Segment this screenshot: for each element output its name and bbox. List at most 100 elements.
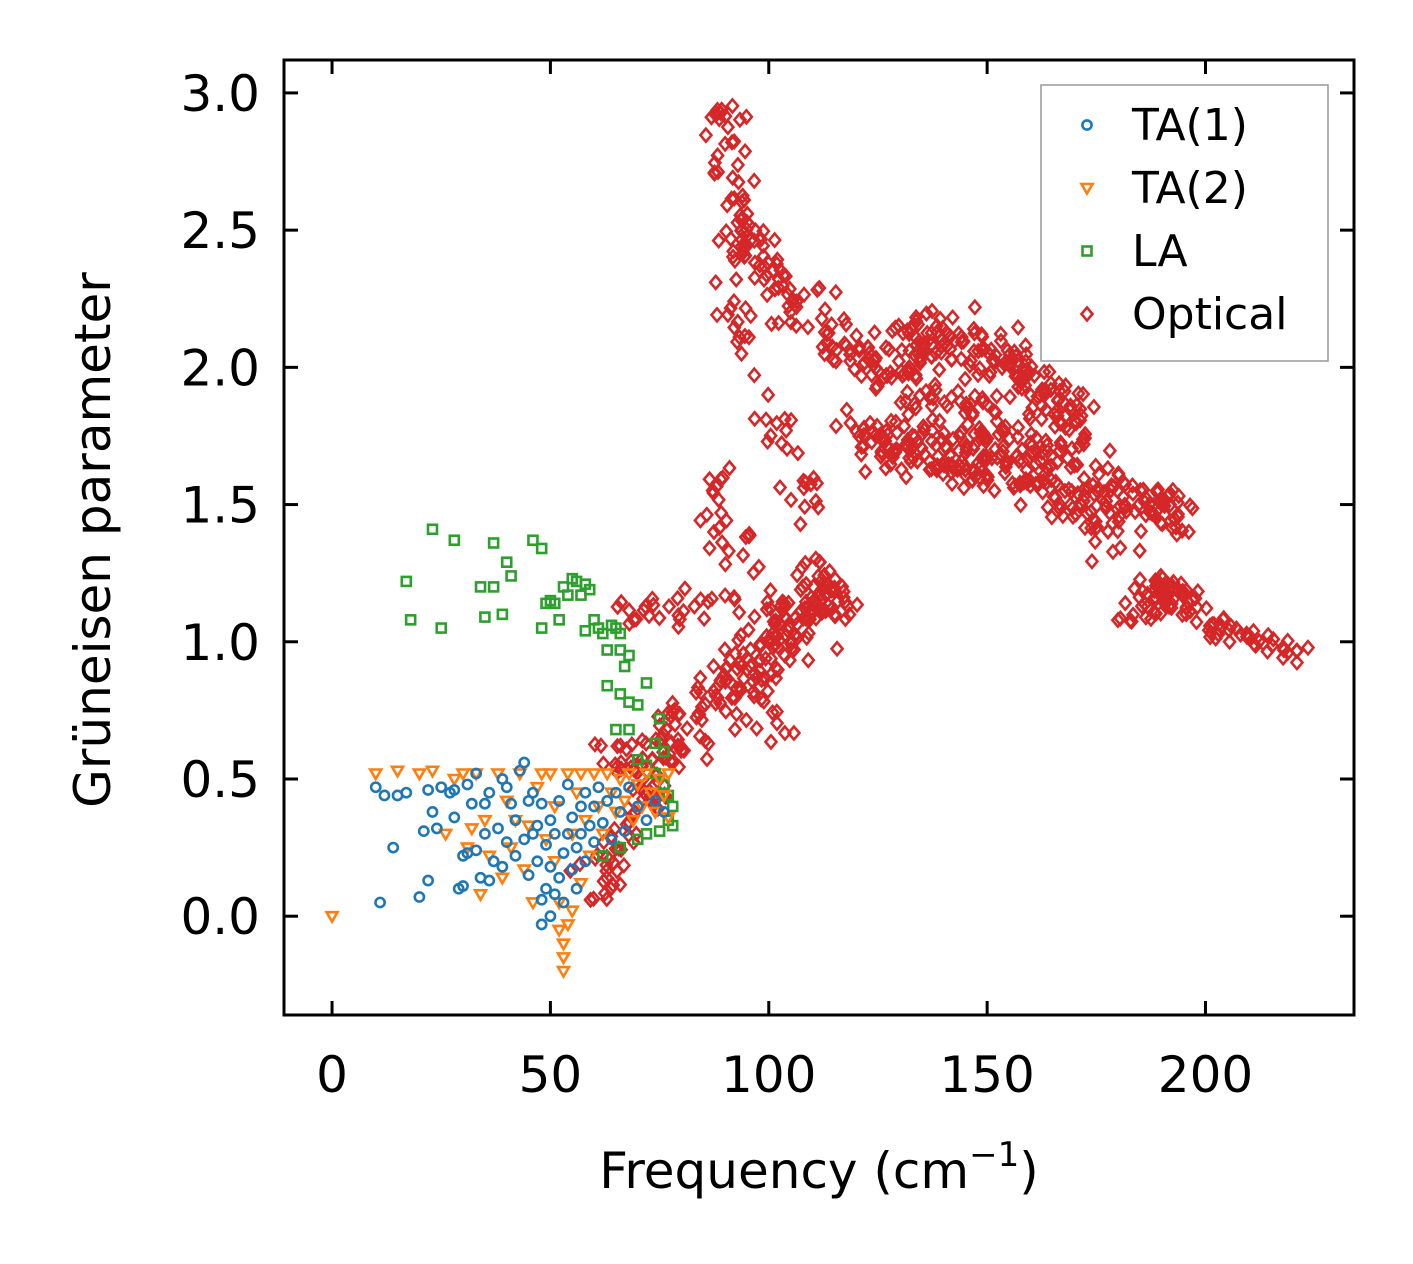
data-point bbox=[726, 242, 741, 260]
data-point bbox=[710, 163, 726, 181]
data-point bbox=[729, 705, 744, 723]
data-point bbox=[553, 614, 565, 626]
data-point bbox=[583, 891, 598, 909]
data-point bbox=[953, 423, 969, 441]
data-point bbox=[985, 352, 1001, 370]
data-point bbox=[951, 442, 967, 460]
data-point bbox=[542, 768, 559, 782]
data-point bbox=[788, 317, 804, 335]
data-point bbox=[553, 871, 566, 884]
data-point bbox=[944, 464, 959, 482]
data-point bbox=[672, 705, 687, 723]
data-point bbox=[907, 428, 923, 446]
data-point bbox=[865, 351, 881, 369]
data-point bbox=[535, 918, 548, 931]
data-point bbox=[726, 588, 742, 606]
data-point bbox=[435, 781, 448, 794]
data-point bbox=[743, 307, 758, 325]
data-point bbox=[759, 627, 774, 645]
data-point bbox=[881, 340, 897, 358]
data-point bbox=[1170, 505, 1186, 523]
data-point bbox=[816, 580, 831, 598]
data-point bbox=[597, 627, 609, 640]
data-point bbox=[1280, 644, 1296, 662]
data-point bbox=[614, 688, 627, 700]
data-point bbox=[709, 306, 725, 324]
data-point bbox=[1084, 519, 1099, 537]
data-point bbox=[755, 237, 771, 255]
data-point bbox=[1002, 430, 1017, 448]
data-point bbox=[693, 590, 708, 608]
data-point bbox=[1018, 345, 1034, 363]
data-point bbox=[614, 806, 627, 818]
data-point bbox=[974, 341, 990, 359]
data-point bbox=[658, 720, 674, 738]
data-point bbox=[735, 187, 750, 205]
data-point bbox=[708, 104, 723, 122]
data-point bbox=[487, 537, 500, 549]
data-point bbox=[728, 645, 743, 663]
data-point bbox=[896, 417, 912, 435]
data-point bbox=[739, 213, 755, 231]
data-point bbox=[1131, 496, 1146, 514]
data-point bbox=[771, 270, 787, 288]
data-point bbox=[1068, 414, 1084, 432]
data-point bbox=[953, 392, 968, 410]
data-point bbox=[389, 765, 406, 779]
data-point bbox=[741, 328, 757, 346]
data-point bbox=[944, 456, 959, 474]
data-point bbox=[837, 335, 852, 353]
data-point bbox=[707, 164, 722, 182]
data-point bbox=[656, 790, 672, 804]
data-point bbox=[573, 768, 589, 782]
data-point bbox=[967, 298, 983, 316]
data-point bbox=[1110, 611, 1126, 629]
data-point bbox=[817, 345, 832, 363]
data-point bbox=[670, 589, 685, 607]
data-point bbox=[779, 440, 795, 458]
data-point bbox=[1118, 498, 1133, 516]
data-point bbox=[1077, 486, 1092, 504]
data-point bbox=[535, 893, 548, 906]
data-point bbox=[731, 631, 746, 649]
data-point bbox=[623, 752, 639, 770]
data-point bbox=[1053, 434, 1068, 452]
data-point bbox=[560, 768, 576, 782]
data-point bbox=[1087, 533, 1103, 551]
data-point bbox=[747, 608, 762, 626]
data-point bbox=[812, 279, 827, 297]
data-point bbox=[900, 383, 915, 401]
data-point bbox=[525, 897, 541, 911]
data-point bbox=[789, 293, 804, 311]
data-point bbox=[666, 819, 679, 832]
data-point bbox=[1010, 418, 1026, 436]
data-point bbox=[727, 132, 742, 150]
data-point bbox=[586, 768, 602, 782]
data-point bbox=[562, 589, 574, 601]
ticks-layer bbox=[284, 60, 1354, 1015]
data-point bbox=[645, 590, 660, 608]
data-point bbox=[995, 442, 1011, 460]
legend-marker bbox=[1079, 305, 1095, 323]
data-point bbox=[904, 320, 919, 338]
data-point bbox=[843, 352, 858, 370]
data-point bbox=[719, 671, 734, 689]
data-point bbox=[590, 801, 607, 815]
data-point bbox=[970, 366, 986, 384]
data-point bbox=[653, 712, 666, 725]
data-point bbox=[606, 854, 621, 872]
data-point bbox=[702, 470, 717, 488]
data-point bbox=[1154, 495, 1170, 513]
data-point bbox=[623, 781, 635, 794]
data-point bbox=[995, 438, 1011, 456]
data-point bbox=[982, 367, 997, 385]
data-point bbox=[1175, 582, 1190, 600]
data-point bbox=[710, 689, 725, 707]
data-point bbox=[1086, 398, 1102, 416]
data-point bbox=[400, 786, 413, 799]
data-point bbox=[474, 581, 487, 593]
data-point bbox=[1063, 458, 1079, 476]
data-point bbox=[1138, 489, 1154, 508]
data-point bbox=[712, 519, 727, 537]
data-point bbox=[575, 827, 587, 840]
